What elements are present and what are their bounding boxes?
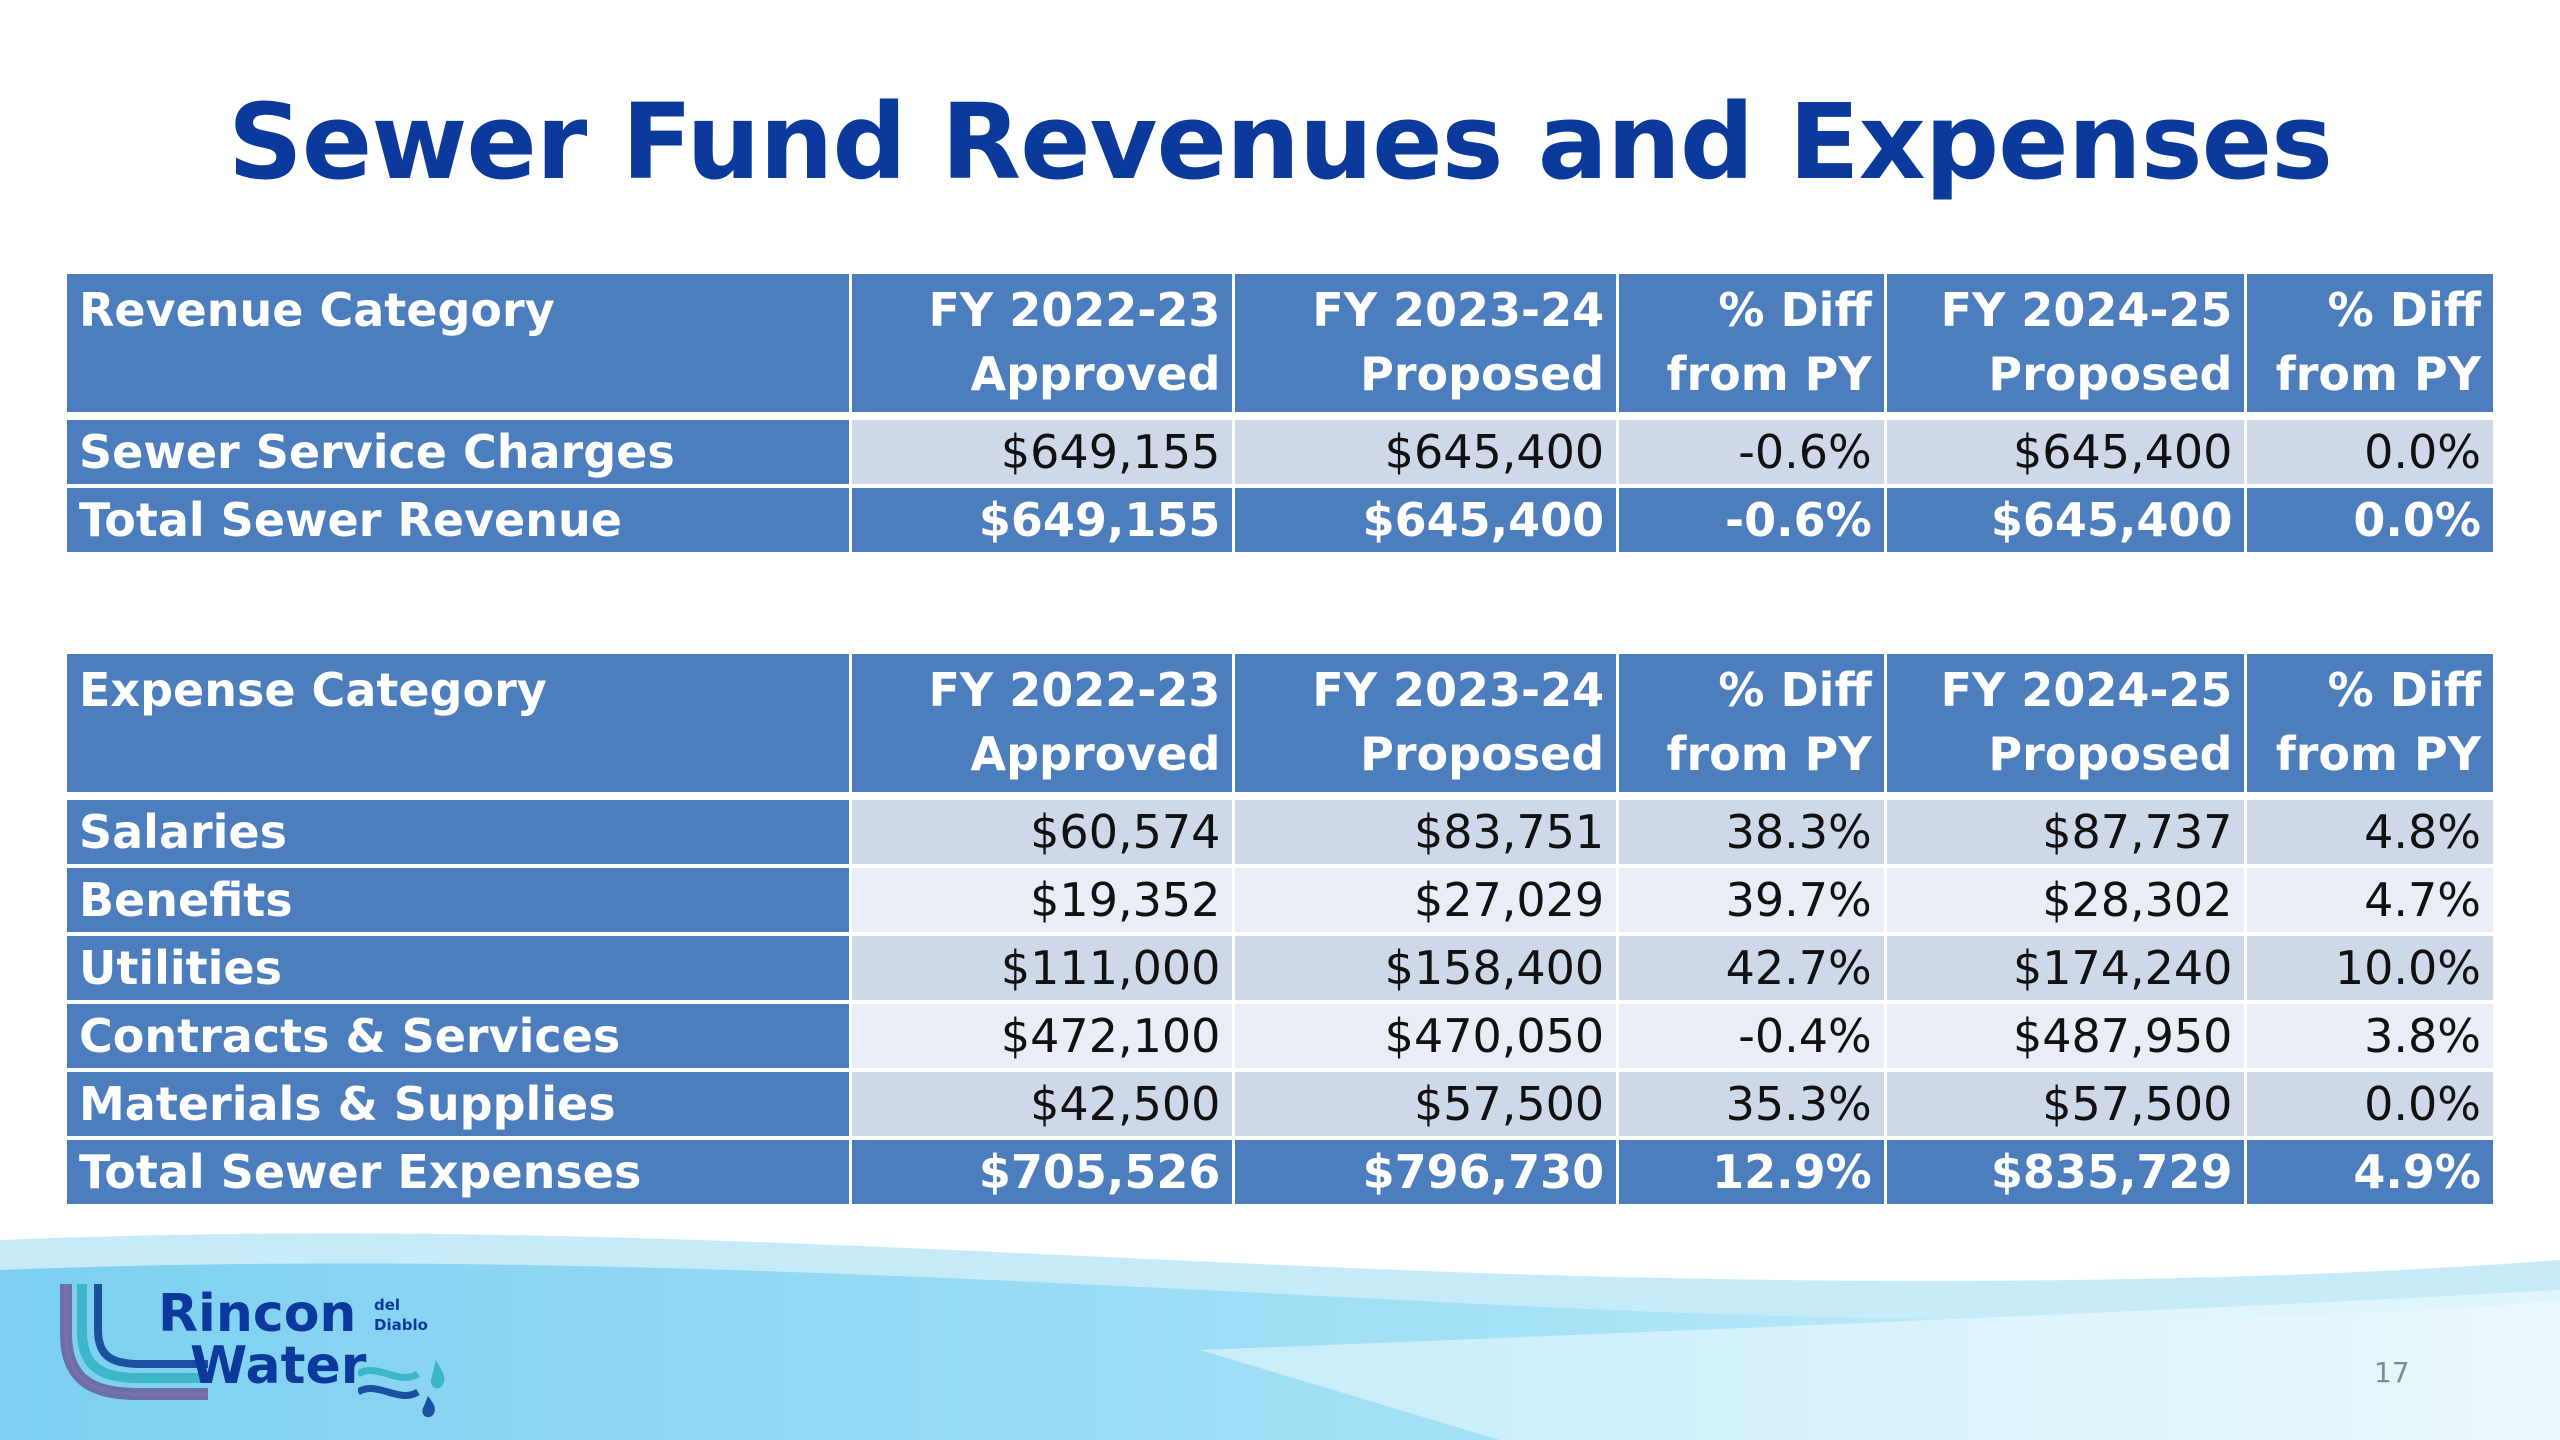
- expense-table: Expense Category FY 2022-23 Approved FY 2…: [64, 654, 2496, 1208]
- cell-pct-diff: -0.6%: [1619, 420, 1884, 488]
- total-fy2425: $835,729: [1886, 1140, 2245, 1208]
- cell-fy2425: $87,737: [1886, 800, 2245, 868]
- cell-fy2223: $60,574: [851, 800, 1233, 868]
- cell-fy2425: $28,302: [1886, 868, 2245, 936]
- total-fy2223: $705,526: [851, 1140, 1233, 1208]
- header-expense-category: Expense Category: [67, 654, 849, 800]
- table-row: Sewer Service Charges $649,155 $645,400 …: [67, 420, 2493, 488]
- header-pct-diff: % Diff from PY: [1619, 274, 1884, 420]
- cell-pct-diff: 10.0%: [2247, 936, 2493, 1004]
- row-category: Salaries: [67, 800, 849, 868]
- cell-fy2223: $649,155: [851, 420, 1233, 488]
- cell-fy2425: $174,240: [1886, 936, 2245, 1004]
- header-fy2223-approved: FY 2022-23 Approved: [851, 654, 1233, 800]
- row-category: Contracts & Services: [67, 1004, 849, 1072]
- cell-pct-diff: 3.8%: [2247, 1004, 2493, 1072]
- cell-pct-diff: 4.7%: [2247, 868, 2493, 936]
- total-fy2324: $645,400: [1235, 488, 1617, 556]
- cell-pct-diff: -0.4%: [1619, 1004, 1884, 1072]
- logo-text-water: Water: [190, 1336, 367, 1396]
- revenue-table: Revenue Category FY 2022-23 Approved FY 2…: [64, 274, 2496, 556]
- table-row: Salaries $60,574 $83,751 38.3% $87,737 4…: [67, 800, 2493, 868]
- cell-fy2425: $645,400: [1886, 420, 2245, 488]
- table-row: Materials & Supplies $42,500 $57,500 35.…: [67, 1072, 2493, 1140]
- cell-fy2223: $111,000: [851, 936, 1233, 1004]
- page-number: 17: [2374, 1356, 2410, 1389]
- table-row: Contracts & Services $472,100 $470,050 -…: [67, 1004, 2493, 1072]
- logo-text-diablo: Diablo: [374, 1316, 428, 1334]
- logo-text-del: del: [374, 1296, 401, 1314]
- expense-header-row: Expense Category FY 2022-23 Approved FY 2…: [67, 654, 2493, 800]
- header-pct-diff: % Diff from PY: [1619, 654, 1884, 800]
- cell-pct-diff: 4.8%: [2247, 800, 2493, 868]
- cell-pct-diff: 0.0%: [2247, 420, 2493, 488]
- revenue-header-row: Revenue Category FY 2022-23 Approved FY 2…: [67, 274, 2493, 420]
- cell-pct-diff: 35.3%: [1619, 1072, 1884, 1140]
- water-wave-logo-icon: [60, 1284, 208, 1400]
- cell-fy2223: $472,100: [851, 1004, 1233, 1072]
- total-row: Total Sewer Revenue $649,155 $645,400 -0…: [67, 488, 2493, 556]
- cell-pct-diff: 39.7%: [1619, 868, 1884, 936]
- total-pct-diff: 4.9%: [2247, 1140, 2493, 1208]
- droplet-wave-icon: [358, 1360, 445, 1418]
- total-pct-diff: -0.6%: [1619, 488, 1884, 556]
- cell-fy2425: $487,950: [1886, 1004, 2245, 1072]
- cell-fy2324: $645,400: [1235, 420, 1617, 488]
- total-row: Total Sewer Expenses $705,526 $796,730 1…: [67, 1140, 2493, 1208]
- cell-fy2324: $470,050: [1235, 1004, 1617, 1072]
- table-row: Utilities $111,000 $158,400 42.7% $174,2…: [67, 936, 2493, 1004]
- total-pct-diff: 0.0%: [2247, 488, 2493, 556]
- cell-fy2324: $83,751: [1235, 800, 1617, 868]
- header-fy2324-proposed: FY 2023-24 Proposed: [1235, 274, 1617, 420]
- header-fy2425-proposed: FY 2024-25 Proposed: [1886, 274, 2245, 420]
- total-fy2223: $649,155: [851, 488, 1233, 556]
- cell-fy2223: $19,352: [851, 868, 1233, 936]
- header-fy2223-approved: FY 2022-23 Approved: [851, 274, 1233, 420]
- total-fy2425: $645,400: [1886, 488, 2245, 556]
- cell-fy2223: $42,500: [851, 1072, 1233, 1140]
- header-pct-diff: % Diff from PY: [2247, 654, 2493, 800]
- total-label: Total Sewer Revenue: [67, 488, 849, 556]
- company-logo: Rincon Water del Diablo: [58, 1274, 478, 1424]
- cell-fy2324: $27,029: [1235, 868, 1617, 936]
- slide-title: Sewer Fund Revenues and Expenses: [227, 81, 2333, 203]
- footer-wave: [0, 1233, 2560, 1440]
- total-fy2324: $796,730: [1235, 1140, 1617, 1208]
- cell-fy2425: $57,500: [1886, 1072, 2245, 1140]
- cell-pct-diff: 0.0%: [2247, 1072, 2493, 1140]
- total-pct-diff: 12.9%: [1619, 1140, 1884, 1208]
- row-category: Utilities: [67, 936, 849, 1004]
- table-row: Benefits $19,352 $27,029 39.7% $28,302 4…: [67, 868, 2493, 936]
- header-fy2425-proposed: FY 2024-25 Proposed: [1886, 654, 2245, 800]
- total-label: Total Sewer Expenses: [67, 1140, 849, 1208]
- header-pct-diff: % Diff from PY: [2247, 274, 2493, 420]
- logo-text-rincon: Rincon: [158, 1284, 357, 1344]
- cell-fy2324: $57,500: [1235, 1072, 1617, 1140]
- cell-pct-diff: 38.3%: [1619, 800, 1884, 868]
- row-category: Materials & Supplies: [67, 1072, 849, 1140]
- header-fy2324-proposed: FY 2023-24 Proposed: [1235, 654, 1617, 800]
- cell-pct-diff: 42.7%: [1619, 936, 1884, 1004]
- row-category: Sewer Service Charges: [67, 420, 849, 488]
- header-revenue-category: Revenue Category: [67, 274, 849, 420]
- cell-fy2324: $158,400: [1235, 936, 1617, 1004]
- row-category: Benefits: [67, 868, 849, 936]
